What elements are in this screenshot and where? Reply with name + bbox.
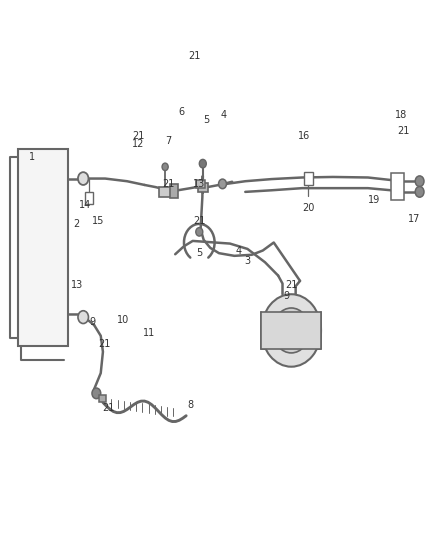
Circle shape	[162, 163, 168, 171]
Bar	[18, 149, 68, 346]
Text: 1: 1	[28, 152, 35, 162]
Text: 5: 5	[196, 248, 202, 258]
Text: 8: 8	[187, 400, 194, 410]
Circle shape	[78, 311, 88, 324]
Text: 21: 21	[132, 131, 144, 141]
Circle shape	[78, 172, 88, 185]
Circle shape	[261, 294, 321, 367]
Text: 2: 2	[74, 219, 80, 229]
Bar	[85, 192, 93, 204]
Bar	[170, 184, 178, 198]
Text: 13: 13	[193, 179, 205, 189]
Bar	[99, 395, 106, 402]
Text: 12: 12	[132, 139, 144, 149]
Text: 14: 14	[79, 200, 92, 210]
Bar	[196, 180, 205, 188]
Text: 9: 9	[284, 291, 290, 301]
Text: 13: 13	[71, 280, 83, 290]
Text: 3: 3	[244, 256, 251, 266]
Text: 18: 18	[395, 110, 407, 119]
Circle shape	[415, 176, 424, 187]
Text: 21: 21	[98, 339, 110, 349]
Bar	[159, 187, 171, 197]
Text: 7: 7	[166, 136, 172, 146]
Bar	[391, 173, 404, 200]
Text: 21: 21	[193, 216, 205, 226]
Text: 5: 5	[203, 115, 209, 125]
Text: 6: 6	[179, 107, 185, 117]
Circle shape	[219, 179, 226, 189]
Text: 21: 21	[162, 179, 175, 189]
Circle shape	[285, 322, 298, 338]
Bar	[261, 312, 321, 349]
Text: 21: 21	[285, 280, 297, 290]
Text: 16: 16	[298, 131, 311, 141]
Text: 21: 21	[189, 51, 201, 61]
Bar	[198, 183, 208, 192]
Circle shape	[199, 159, 206, 168]
Text: 4: 4	[220, 110, 226, 119]
Text: 10: 10	[117, 315, 129, 325]
Circle shape	[415, 187, 424, 197]
Text: 21: 21	[102, 403, 115, 413]
Circle shape	[196, 228, 203, 236]
Text: 17: 17	[408, 214, 420, 223]
Text: 9: 9	[89, 318, 95, 327]
Text: 20: 20	[303, 203, 315, 213]
Circle shape	[273, 308, 310, 353]
Text: 21: 21	[398, 126, 410, 135]
Text: 4: 4	[236, 246, 242, 255]
Text: 15: 15	[92, 216, 105, 226]
Text: 19: 19	[368, 195, 381, 205]
Text: 11: 11	[143, 328, 155, 338]
Bar	[304, 172, 313, 185]
Circle shape	[92, 388, 101, 399]
